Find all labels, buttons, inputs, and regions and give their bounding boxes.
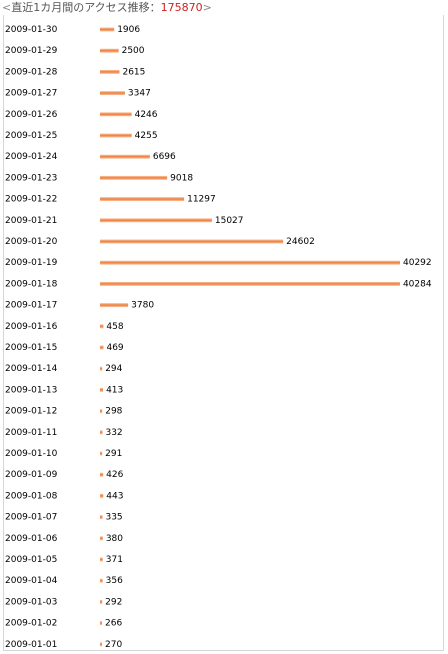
access-bar [100, 536, 103, 541]
value-label: 9018 [170, 173, 193, 183]
value-label: 469 [106, 343, 123, 353]
access-bar [100, 409, 103, 414]
value-label: 335 [105, 513, 122, 523]
access-bar [100, 472, 104, 477]
date-label: 2009-01-18 [5, 279, 58, 289]
value-label: 371 [106, 555, 123, 565]
access-bar [100, 239, 284, 244]
access-bar [100, 493, 104, 498]
value-label: 332 [105, 428, 122, 438]
date-label: 2009-01-01 [5, 640, 57, 650]
date-label: 2009-01-26 [5, 110, 58, 120]
value-label: 443 [106, 491, 123, 501]
value-label: 458 [106, 322, 123, 332]
date-label: 2009-01-10 [5, 449, 58, 459]
date-label: 2009-01-13 [5, 385, 57, 395]
date-label: 2009-01-14 [5, 364, 58, 374]
date-label: 2009-01-21 [5, 216, 57, 226]
value-label: 15027 [215, 216, 244, 226]
access-bar [100, 557, 103, 562]
value-label: 24602 [286, 237, 315, 247]
date-label: 2009-01-23 [5, 173, 57, 183]
access-bar [100, 48, 119, 53]
header-open-bracket: < [2, 1, 12, 14]
access-bar [100, 621, 102, 626]
access-bar [100, 345, 104, 350]
date-label: 2009-01-20 [5, 237, 58, 247]
value-label: 380 [106, 534, 123, 544]
date-label: 2009-01-22 [5, 195, 57, 205]
value-label: 413 [106, 385, 123, 395]
value-label: 4246 [135, 110, 158, 120]
value-label: 1906 [117, 25, 140, 35]
chart-header: <直近1カ月間のアクセス推移：175870> [2, 0, 442, 16]
value-label: 298 [105, 407, 122, 417]
access-bar [100, 324, 104, 329]
date-label: 2009-01-03 [5, 597, 57, 607]
date-label: 2009-01-06 [5, 534, 58, 544]
access-bar [100, 515, 103, 520]
value-label: 2500 [122, 46, 145, 56]
access-bar [100, 218, 212, 223]
access-bar [100, 366, 103, 371]
access-bar [100, 175, 168, 180]
value-label: 3780 [131, 301, 154, 311]
value-label: 356 [106, 576, 123, 586]
date-label: 2009-01-30 [5, 25, 58, 35]
value-label: 266 [105, 619, 122, 629]
access-bar [100, 430, 103, 435]
access-bar [100, 112, 132, 117]
access-bar [100, 27, 115, 32]
value-label: 6696 [153, 152, 176, 162]
access-bar [100, 281, 400, 286]
value-label: 291 [105, 449, 122, 459]
header-close-bracket: > [202, 1, 212, 14]
value-label: 4255 [135, 131, 158, 141]
total-count: 175870 [160, 1, 203, 14]
access-bar [100, 133, 132, 138]
value-label: 40292 [403, 258, 432, 268]
access-bar [100, 197, 185, 202]
date-label: 2009-01-05 [5, 555, 57, 565]
access-bar [100, 578, 103, 583]
chart-title: 直近1カ月間のアクセス推移： [11, 1, 161, 14]
access-bar [100, 69, 120, 74]
access-bar [100, 91, 125, 96]
date-label: 2009-01-29 [5, 46, 58, 56]
access-bar [100, 387, 104, 392]
date-label: 2009-01-19 [5, 258, 58, 268]
value-label: 3347 [128, 89, 151, 99]
date-label: 2009-01-12 [5, 407, 57, 417]
date-label: 2009-01-28 [5, 67, 58, 77]
access-bar [100, 599, 103, 604]
access-bar [100, 260, 400, 265]
date-label: 2009-01-07 [5, 513, 57, 523]
value-label: 426 [106, 470, 123, 480]
access-bar [100, 451, 103, 456]
chart-frame [3, 15, 444, 651]
value-label: 270 [105, 640, 122, 650]
date-label: 2009-01-09 [5, 470, 58, 480]
access-bar [100, 154, 150, 159]
value-label: 40284 [403, 279, 432, 289]
value-label: 292 [105, 597, 122, 607]
access-bar [100, 303, 129, 308]
date-label: 2009-01-27 [5, 89, 57, 99]
date-label: 2009-01-24 [5, 152, 58, 162]
date-label: 2009-01-15 [5, 343, 57, 353]
value-label: 2615 [122, 67, 145, 77]
date-label: 2009-01-08 [5, 491, 58, 501]
access-bar [100, 642, 103, 647]
value-label: 294 [105, 364, 122, 374]
date-label: 2009-01-11 [5, 428, 57, 438]
date-label: 2009-01-17 [5, 301, 57, 311]
date-label: 2009-01-04 [5, 576, 58, 586]
date-label: 2009-01-16 [5, 322, 58, 332]
date-label: 2009-01-25 [5, 131, 57, 141]
date-label: 2009-01-02 [5, 619, 57, 629]
value-label: 11297 [187, 195, 216, 205]
